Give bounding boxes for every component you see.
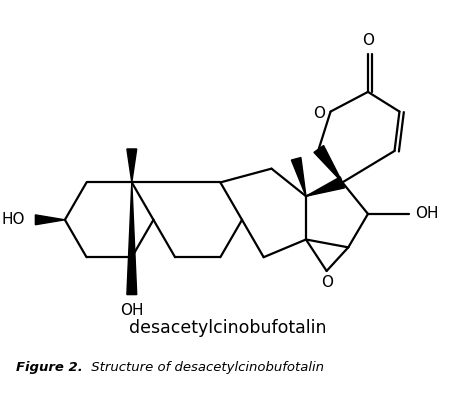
Text: OH: OH — [414, 206, 438, 221]
Text: OH: OH — [120, 303, 143, 318]
Polygon shape — [127, 149, 136, 183]
Text: O: O — [361, 33, 373, 48]
Text: desacetylcinobufotalin: desacetylcinobufotalin — [129, 319, 326, 337]
Polygon shape — [291, 158, 305, 196]
Polygon shape — [313, 146, 341, 183]
Text: Structure of desacetylcinobufotalin: Structure of desacetylcinobufotalin — [86, 361, 323, 374]
Polygon shape — [305, 177, 344, 196]
Polygon shape — [127, 183, 136, 295]
Text: Figure 2.: Figure 2. — [16, 361, 82, 374]
Text: HO: HO — [2, 212, 25, 227]
Polygon shape — [35, 215, 65, 225]
Text: O: O — [320, 275, 332, 290]
Text: O: O — [312, 106, 324, 121]
